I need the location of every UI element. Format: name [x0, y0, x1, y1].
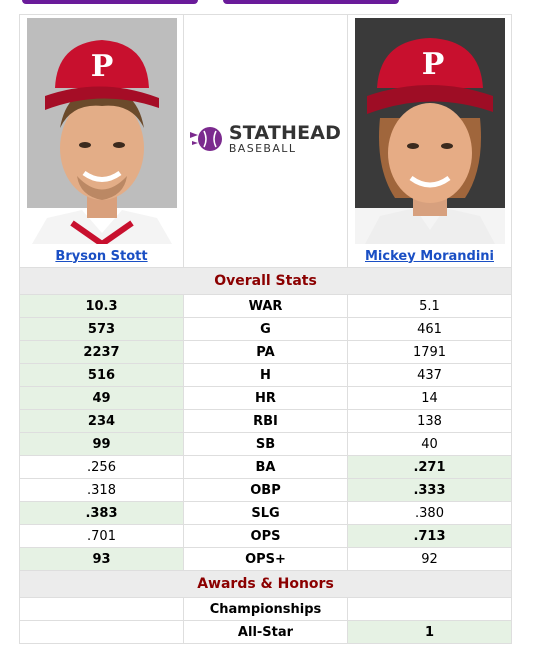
- logo-sub: BASEBALL: [228, 142, 297, 155]
- left-name-cell: Bryson Stott: [19, 245, 184, 268]
- stat-ba-left-value: .256: [19, 455, 184, 479]
- stat-pa-left-value: 2237: [19, 340, 184, 364]
- award-championships-row: Championships: [19, 597, 512, 621]
- photo-row: P STATHEAD: [19, 14, 512, 245]
- stat-ba-right-value: .271: [347, 455, 512, 479]
- right-name-cell: Mickey Morandini: [347, 245, 512, 268]
- top-tab-left[interactable]: [22, 0, 198, 4]
- stat-obp-label: OBP: [183, 478, 348, 502]
- stat-pa-right-value: 1791: [347, 340, 512, 364]
- stat-rbi-label: RBI: [183, 409, 348, 433]
- stat-ba-row: .256 BA .271: [19, 455, 512, 479]
- award-allstar-right-value: 1: [347, 620, 512, 644]
- stat-obp-right-value: .333: [347, 478, 512, 502]
- stat-ops-plus-row: 93 OPS+ 92: [19, 547, 512, 571]
- player-headshot-left[interactable]: P: [26, 18, 177, 244]
- top-tab-right[interactable]: [223, 0, 399, 4]
- stat-hr-label: HR: [183, 386, 348, 410]
- stat-g-left-value: 573: [19, 317, 184, 341]
- stat-obp-left-value: .318: [19, 478, 184, 502]
- stat-ops-plus-label: OPS+: [183, 547, 348, 571]
- stat-pa-label: PA: [183, 340, 348, 364]
- stat-h-left-value: 516: [19, 363, 184, 387]
- stat-slg-left-value: .383: [19, 501, 184, 525]
- overall-stats-header: Overall Stats: [19, 267, 512, 295]
- stat-slg-label: SLG: [183, 501, 348, 525]
- right-player-link[interactable]: Mickey Morandini: [365, 248, 494, 264]
- right-photo-cell: P: [347, 14, 512, 245]
- logo-cell: STATHEAD BASEBALL: [183, 14, 348, 245]
- stat-ops-plus-right-value: 92: [347, 547, 512, 571]
- stat-pa-row: 2237 PA 1791: [19, 340, 512, 364]
- stat-rbi-left-value: 234: [19, 409, 184, 433]
- stat-rbi-row: 234 RBI 138: [19, 409, 512, 433]
- award-championships-right-value: [347, 597, 512, 621]
- award-allstar-left-value: [19, 620, 184, 644]
- award-championships-label: Championships: [183, 597, 348, 621]
- stat-slg-right-value: .380: [347, 501, 512, 525]
- awards-header: Awards & Honors: [19, 570, 512, 598]
- logo-brand: STATHEAD: [228, 122, 342, 144]
- award-allstar-row: All-Star 1: [19, 620, 512, 644]
- left-photo-cell: P: [19, 14, 184, 245]
- stat-h-label: H: [183, 363, 348, 387]
- stat-slg-row: .383 SLG .380: [19, 501, 512, 525]
- comparison-table: P STATHEAD: [19, 14, 512, 644]
- name-row: Bryson Stott Mickey Morandini: [19, 245, 512, 268]
- svg-text:P: P: [90, 49, 113, 84]
- stat-war-left-value: 10.3: [19, 294, 184, 318]
- stathead-logo[interactable]: STATHEAD BASEBALL: [184, 123, 347, 155]
- stat-sb-right-value: 40: [347, 432, 512, 456]
- awards-title: Awards & Honors: [19, 570, 512, 598]
- stat-hr-right-value: 14: [347, 386, 512, 410]
- stat-obp-row: .318 OBP .333: [19, 478, 512, 502]
- stat-ops-left-value: .701: [19, 524, 184, 548]
- stat-ba-label: BA: [183, 455, 348, 479]
- stat-sb-left-value: 99: [19, 432, 184, 456]
- stat-ops-right-value: .713: [347, 524, 512, 548]
- stat-ops-label: OPS: [183, 524, 348, 548]
- stat-hr-row: 49 HR 14: [19, 386, 512, 410]
- stat-rbi-right-value: 138: [347, 409, 512, 433]
- stat-war-label: WAR: [183, 294, 348, 318]
- empty-name-cell: [183, 245, 348, 268]
- stat-h-row: 516 H 437: [19, 363, 512, 387]
- svg-text:P: P: [421, 47, 444, 82]
- stat-sb-label: SB: [183, 432, 348, 456]
- award-allstar-label: All-Star: [183, 620, 348, 644]
- stat-war-right-value: 5.1: [347, 294, 512, 318]
- stat-sb-row: 99 SB 40: [19, 432, 512, 456]
- overall-stats-title: Overall Stats: [19, 267, 512, 295]
- stat-g-label: G: [183, 317, 348, 341]
- award-championships-left-value: [19, 597, 184, 621]
- left-player-link[interactable]: Bryson Stott: [55, 248, 148, 264]
- player-headshot-right[interactable]: P: [354, 18, 505, 244]
- stat-h-right-value: 437: [347, 363, 512, 387]
- stat-war-row: 10.3 WAR 5.1: [19, 294, 512, 318]
- stat-ops-row: .701 OPS .713: [19, 524, 512, 548]
- stat-g-right-value: 461: [347, 317, 512, 341]
- stat-g-row: 573 G 461: [19, 317, 512, 341]
- stathead-baseball-icon: [189, 127, 222, 151]
- stat-ops-plus-left-value: 93: [19, 547, 184, 571]
- stat-hr-left-value: 49: [19, 386, 184, 410]
